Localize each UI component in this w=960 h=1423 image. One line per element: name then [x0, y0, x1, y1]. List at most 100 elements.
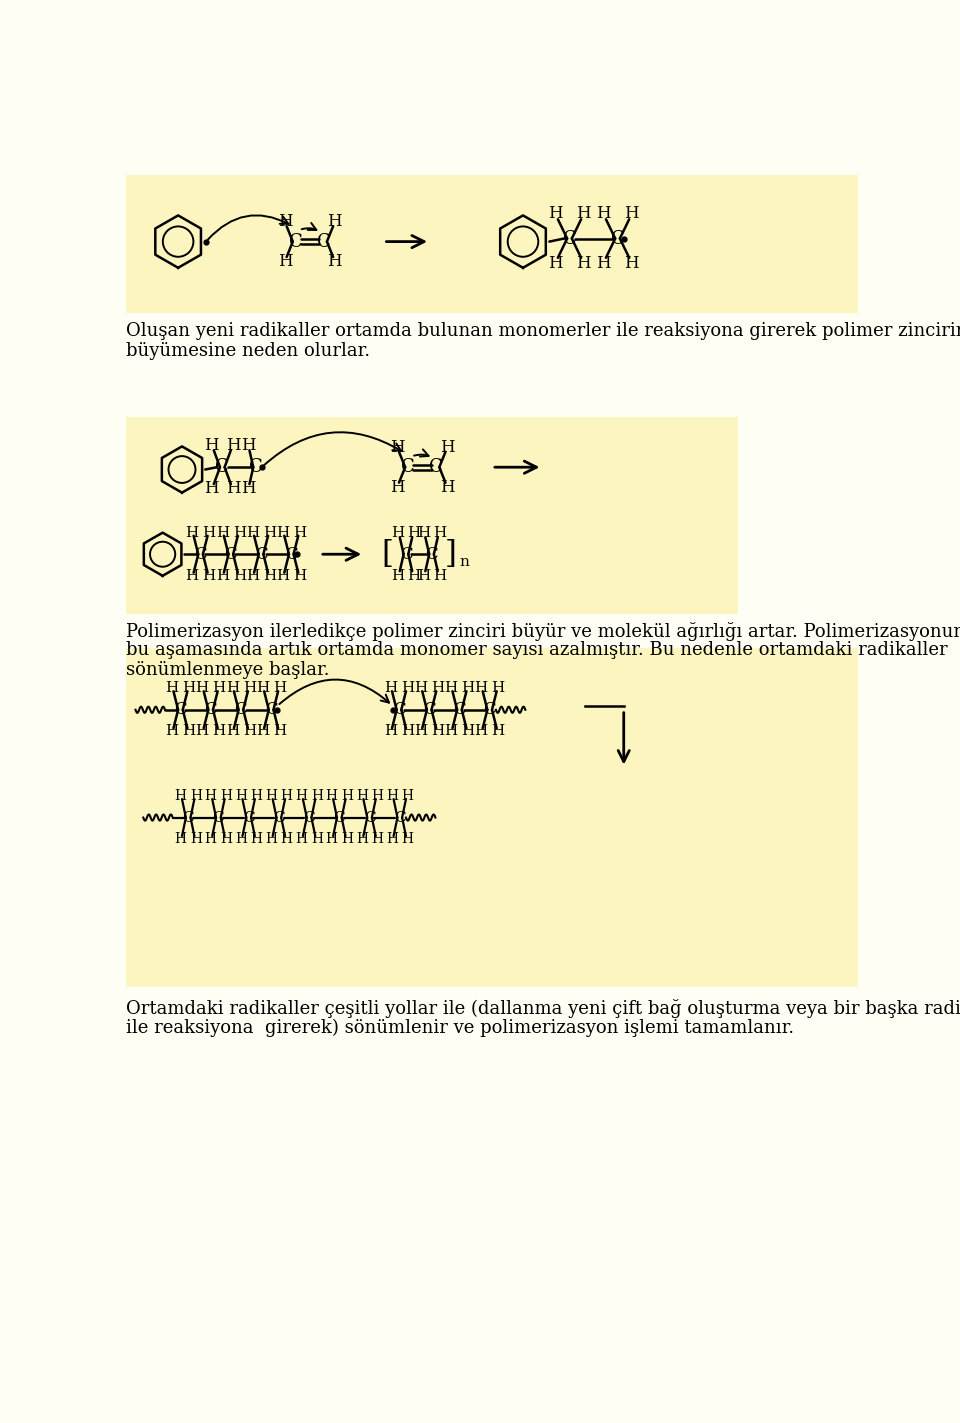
Text: C: C: [273, 811, 285, 824]
Text: H: H: [462, 682, 474, 696]
Text: H: H: [440, 438, 454, 455]
Text: C: C: [225, 545, 237, 562]
FancyBboxPatch shape: [126, 647, 858, 988]
Text: H: H: [341, 788, 353, 803]
Text: H: H: [241, 481, 255, 497]
Text: C: C: [425, 545, 438, 562]
FancyBboxPatch shape: [126, 175, 858, 313]
Text: C: C: [317, 232, 330, 250]
Text: H: H: [356, 788, 368, 803]
Text: H: H: [390, 478, 405, 495]
Text: H: H: [433, 569, 446, 583]
Text: H: H: [356, 832, 368, 847]
Text: H: H: [293, 525, 306, 539]
Text: H: H: [327, 213, 342, 231]
Text: Oluşan yeni radikaller ortamda bulunan monomerler ile reaksiyona girerek polimer: Oluşan yeni radikaller ortamda bulunan m…: [126, 322, 960, 340]
Text: H: H: [175, 832, 186, 847]
Text: H: H: [204, 481, 219, 497]
FancyBboxPatch shape: [126, 417, 738, 613]
Text: H: H: [203, 525, 216, 539]
Text: H: H: [243, 724, 256, 739]
Text: C: C: [174, 702, 187, 719]
Text: H: H: [325, 788, 338, 803]
Text: Ortamdaki radikaller çeşitli yollar ile (dallanma yeni çift bağ oluşturma veya b: Ortamdaki radikaller çeşitli yollar ile …: [126, 999, 960, 1017]
Text: H: H: [548, 255, 563, 272]
Text: H: H: [414, 682, 427, 696]
Text: C: C: [333, 811, 346, 824]
Text: H: H: [212, 724, 226, 739]
Text: C: C: [234, 702, 248, 719]
Text: H: H: [220, 788, 232, 803]
Text: H: H: [492, 724, 505, 739]
Text: Polimerizasyon ilerledikçe polimer zinciri büyür ve molekül ağırlığı artar. Poli: Polimerizasyon ilerledikçe polimer zinci…: [126, 622, 960, 640]
Text: H: H: [433, 525, 446, 539]
Text: H: H: [440, 478, 454, 495]
Text: C: C: [399, 545, 412, 562]
Text: H: H: [407, 525, 420, 539]
Text: H: H: [246, 525, 259, 539]
Text: H: H: [185, 569, 199, 583]
Text: büyümesine neden olurlar.: büyümesine neden olurlar.: [126, 342, 371, 360]
Text: C: C: [394, 811, 405, 824]
Text: sönümlenmeye başlar.: sönümlenmeye başlar.: [126, 660, 329, 679]
Text: H: H: [204, 832, 217, 847]
Text: H: H: [226, 724, 239, 739]
Text: H: H: [216, 525, 228, 539]
Text: H: H: [341, 832, 353, 847]
Text: C: C: [401, 458, 415, 477]
Text: H: H: [492, 682, 505, 696]
Text: C: C: [563, 229, 576, 248]
Text: H: H: [401, 832, 414, 847]
Text: H: H: [263, 569, 276, 583]
Text: C: C: [429, 458, 444, 477]
Text: H: H: [624, 205, 638, 222]
Text: H: H: [418, 525, 430, 539]
Text: C: C: [285, 545, 298, 562]
Text: H: H: [384, 682, 397, 696]
Text: H: H: [212, 682, 226, 696]
Text: H: H: [246, 569, 259, 583]
Text: H: H: [182, 724, 196, 739]
Text: H: H: [273, 682, 286, 696]
Text: n: n: [460, 555, 469, 569]
Text: C: C: [423, 702, 436, 719]
Text: H: H: [392, 569, 405, 583]
Text: H: H: [276, 525, 289, 539]
Text: C: C: [265, 702, 277, 719]
Text: H: H: [296, 788, 307, 803]
Text: C: C: [364, 811, 375, 824]
Text: H: H: [384, 724, 397, 739]
Text: H: H: [401, 788, 414, 803]
Text: H: H: [576, 205, 590, 222]
Text: H: H: [431, 682, 444, 696]
Text: bu aşamasında artık ortamda monomer sayısı azalmıştır. Bu nedenle ortamdaki radi: bu aşamasında artık ortamda monomer sayı…: [126, 642, 948, 659]
Text: H: H: [444, 682, 458, 696]
Text: H: H: [203, 569, 216, 583]
Text: H: H: [596, 255, 611, 272]
Text: H: H: [474, 724, 488, 739]
Text: H: H: [256, 682, 269, 696]
Text: H: H: [185, 525, 199, 539]
Text: H: H: [372, 832, 383, 847]
Text: H: H: [386, 788, 398, 803]
Text: H: H: [444, 724, 458, 739]
Text: H: H: [277, 253, 293, 270]
Text: H: H: [311, 832, 323, 847]
Text: C: C: [303, 811, 315, 824]
Text: H: H: [243, 682, 256, 696]
Text: H: H: [204, 788, 217, 803]
Text: H: H: [280, 832, 293, 847]
Text: H: H: [386, 832, 398, 847]
Text: C: C: [289, 232, 302, 250]
Text: H: H: [232, 569, 246, 583]
Text: H: H: [251, 788, 262, 803]
Text: H: H: [196, 682, 208, 696]
Text: C: C: [194, 545, 207, 562]
Text: H: H: [232, 525, 246, 539]
Text: H: H: [204, 437, 219, 454]
Text: H: H: [235, 832, 247, 847]
Text: H: H: [280, 788, 293, 803]
Text: H: H: [241, 437, 255, 454]
Text: H: H: [277, 213, 293, 231]
Text: H: H: [407, 569, 420, 583]
